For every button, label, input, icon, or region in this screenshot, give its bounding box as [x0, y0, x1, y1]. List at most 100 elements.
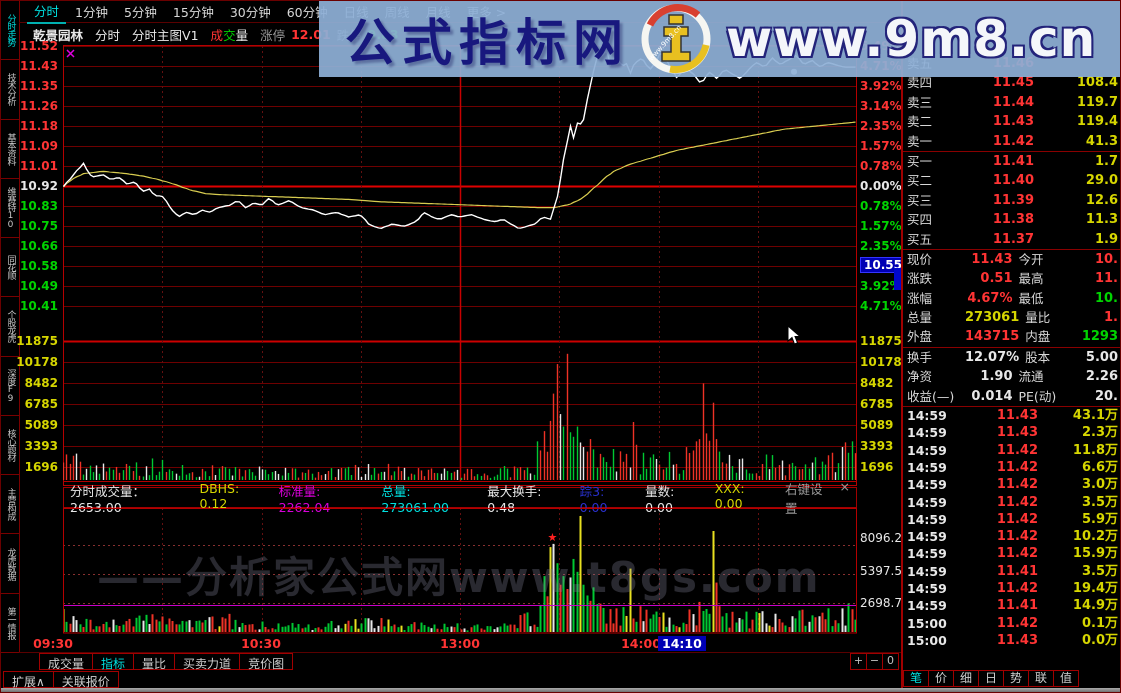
- zoom-controls: + −0: [850, 653, 899, 670]
- buy-row[interactable]: 买二 11.40 29.0: [903, 171, 1120, 190]
- pct-tick-label: 4.71%: [860, 59, 902, 73]
- indicator-name[interactable]: 分时主图V1: [132, 27, 199, 43]
- tab-指标[interactable]: 指标: [93, 653, 135, 671]
- panel-tab-笔[interactable]: 笔: [903, 670, 929, 687]
- sidebar-item-龙虎数据[interactable]: 龙虎数据: [1, 534, 19, 594]
- stat-label: 最低: [1018, 290, 1044, 306]
- toolbar-扩展∧[interactable]: 扩展∧: [3, 671, 54, 689]
- menu-item-15分钟[interactable]: 15分钟: [172, 5, 214, 20]
- price-tick-label: 10.83: [20, 199, 58, 213]
- stat-row: 换手 12.07% 股本 5.00: [903, 348, 1120, 367]
- pct-tick-label: 1.57%: [860, 139, 902, 153]
- level-volume: 29.0: [1085, 173, 1118, 189]
- tick-row: 14:59 11.42 6.6万: [903, 459, 1120, 476]
- buy-row[interactable]: 买五 11.37 1.9: [903, 230, 1120, 249]
- stat-value: 4.67%: [967, 290, 1013, 306]
- tick-row: 14:59 11.42 15.9万: [903, 545, 1120, 562]
- close-icon[interactable]: ×: [839, 478, 850, 494]
- tick-price: 11.42: [996, 529, 1038, 545]
- menu-item-60分钟[interactable]: 60分钟: [286, 5, 328, 20]
- tick-price: 11.42: [996, 615, 1038, 631]
- stat-value: 143715: [965, 329, 1020, 345]
- volume-tick-label: 11875: [860, 334, 902, 348]
- menu-item-1分钟[interactable]: 1分钟: [75, 5, 108, 20]
- panel-tab-势[interactable]: 势: [1004, 670, 1029, 687]
- volume-indicator-label[interactable]: 成交量: [210, 27, 249, 43]
- tick-row: 14:59 11.42 5.9万: [903, 511, 1120, 528]
- tick-time: 14:59: [907, 442, 947, 458]
- tick-row: 15:00 11.43 0.0万: [903, 632, 1120, 649]
- menu-item-分时[interactable]: 分时: [27, 1, 67, 24]
- volume-indicator-subchart[interactable]: [63, 508, 857, 634]
- sell-row[interactable]: 卖五 11.46: [903, 54, 1120, 73]
- sell-row[interactable]: 卖一 11.42 41.3: [903, 132, 1120, 151]
- tick-volume: 5.9万: [1081, 511, 1118, 527]
- level-volume: 1.7: [1094, 153, 1118, 169]
- tick-row: 14:59 11.42 3.0万: [903, 476, 1120, 493]
- level-price: 11.38: [992, 212, 1034, 228]
- tick-time: 14:59: [907, 598, 947, 614]
- stat-label: 股本: [1025, 349, 1051, 365]
- stat-label: 今开: [1018, 251, 1044, 267]
- mouse-cursor: [787, 325, 801, 345]
- sidebar-item-核心题材[interactable]: 核心题材: [1, 416, 19, 476]
- zoom-out-button[interactable]: −: [867, 653, 883, 670]
- sell-row[interactable]: 卖二 11.43 119.4: [903, 112, 1120, 131]
- buy-row[interactable]: 买四 11.38 11.3: [903, 210, 1120, 229]
- menu-item-5分钟[interactable]: 5分钟: [123, 5, 157, 20]
- time-label-13:00: 13:00: [440, 636, 480, 651]
- menu-item-月线[interactable]: 月线: [425, 5, 451, 20]
- volume-tick-label: 6785: [860, 397, 894, 411]
- stat-label: 涨跌: [907, 271, 933, 287]
- zoom-in-button[interactable]: +: [850, 653, 867, 670]
- stat-label: 流通: [1018, 369, 1044, 385]
- pct-tick-label: 3.92%: [860, 279, 902, 293]
- tab-量比[interactable]: 量比: [134, 653, 176, 671]
- sidebar-item-技术分析[interactable]: 技术分析: [1, 60, 19, 120]
- pct-tick-label: 0.78%: [860, 199, 902, 213]
- level-volume: 11.3: [1085, 212, 1118, 228]
- tick-time: 14:59: [907, 494, 947, 510]
- level-price: 11.46: [992, 56, 1034, 71]
- zoom-reset-button[interactable]: 0: [883, 653, 899, 670]
- sidebar-item-深度F9[interactable]: 深度F9: [1, 357, 19, 416]
- stat-value: 1.: [1104, 310, 1118, 326]
- sidebar-item-个股龙虎[interactable]: 个股龙虎: [1, 297, 19, 357]
- menu-item-更多 >[interactable]: 更多 >: [466, 5, 507, 20]
- level-volume: 119.4: [1076, 114, 1118, 130]
- sidebar-item-分时走势[interactable]: 分时走势: [1, 1, 19, 61]
- tick-row: 14:59 11.42 10.2万: [903, 528, 1120, 545]
- sidebar-item-第一情报[interactable]: 第一情报: [1, 594, 19, 653]
- sidebar-item-维赛特10[interactable]: 维赛特10: [1, 179, 19, 239]
- panel-tab-价[interactable]: 价: [929, 670, 954, 687]
- tick-price: 11.41: [996, 563, 1038, 579]
- sidebar-item-主营构成[interactable]: 主营构成: [1, 475, 19, 535]
- tick-time: 14:59: [907, 563, 947, 579]
- tick-price: 11.43: [996, 425, 1038, 441]
- pct-tick-label: 5.49%: [860, 39, 902, 53]
- volume-tick-label: 8482: [860, 376, 894, 390]
- tab-买卖力道[interactable]: 买卖力道: [175, 653, 241, 671]
- panel-tab-日[interactable]: 日: [979, 670, 1004, 687]
- buy-row[interactable]: 买一 11.41 1.7: [903, 152, 1120, 171]
- menu-item-日线[interactable]: 日线: [343, 5, 369, 20]
- sidebar-item-基本资料[interactable]: 基本资料: [1, 120, 19, 179]
- tab-竞价图[interactable]: 竞价图: [240, 653, 294, 671]
- tab-成交量[interactable]: 成交量: [39, 653, 94, 671]
- tick-time: 14:59: [907, 425, 947, 441]
- buy-row[interactable]: 买三 11.39 12.6: [903, 191, 1120, 210]
- time-label-09:30: 09:30: [33, 636, 73, 651]
- tick-row: 14:59 11.41 14.9万: [903, 597, 1120, 614]
- sell-row[interactable]: 卖三 11.44 119.7: [903, 93, 1120, 112]
- panel-tab-联[interactable]: 联: [1029, 670, 1054, 687]
- menu-item-周线[interactable]: 周线: [384, 5, 410, 20]
- stat-row: 现价 11.43 今开 10.: [903, 250, 1120, 269]
- toolbar-关联报价[interactable]: 关联报价: [53, 671, 119, 689]
- intraday-price-volume-chart[interactable]: [63, 45, 857, 486]
- menu-item-30分钟[interactable]: 30分钟: [229, 5, 271, 20]
- stat-value: 5.00: [1085, 349, 1118, 365]
- panel-tab-值[interactable]: 值: [1054, 670, 1079, 687]
- panel-tab-细[interactable]: 细: [954, 670, 979, 687]
- sidebar-item-同花顺[interactable]: 同花顺: [1, 238, 19, 298]
- sell-row[interactable]: 卖四 11.45 108.4: [903, 73, 1120, 92]
